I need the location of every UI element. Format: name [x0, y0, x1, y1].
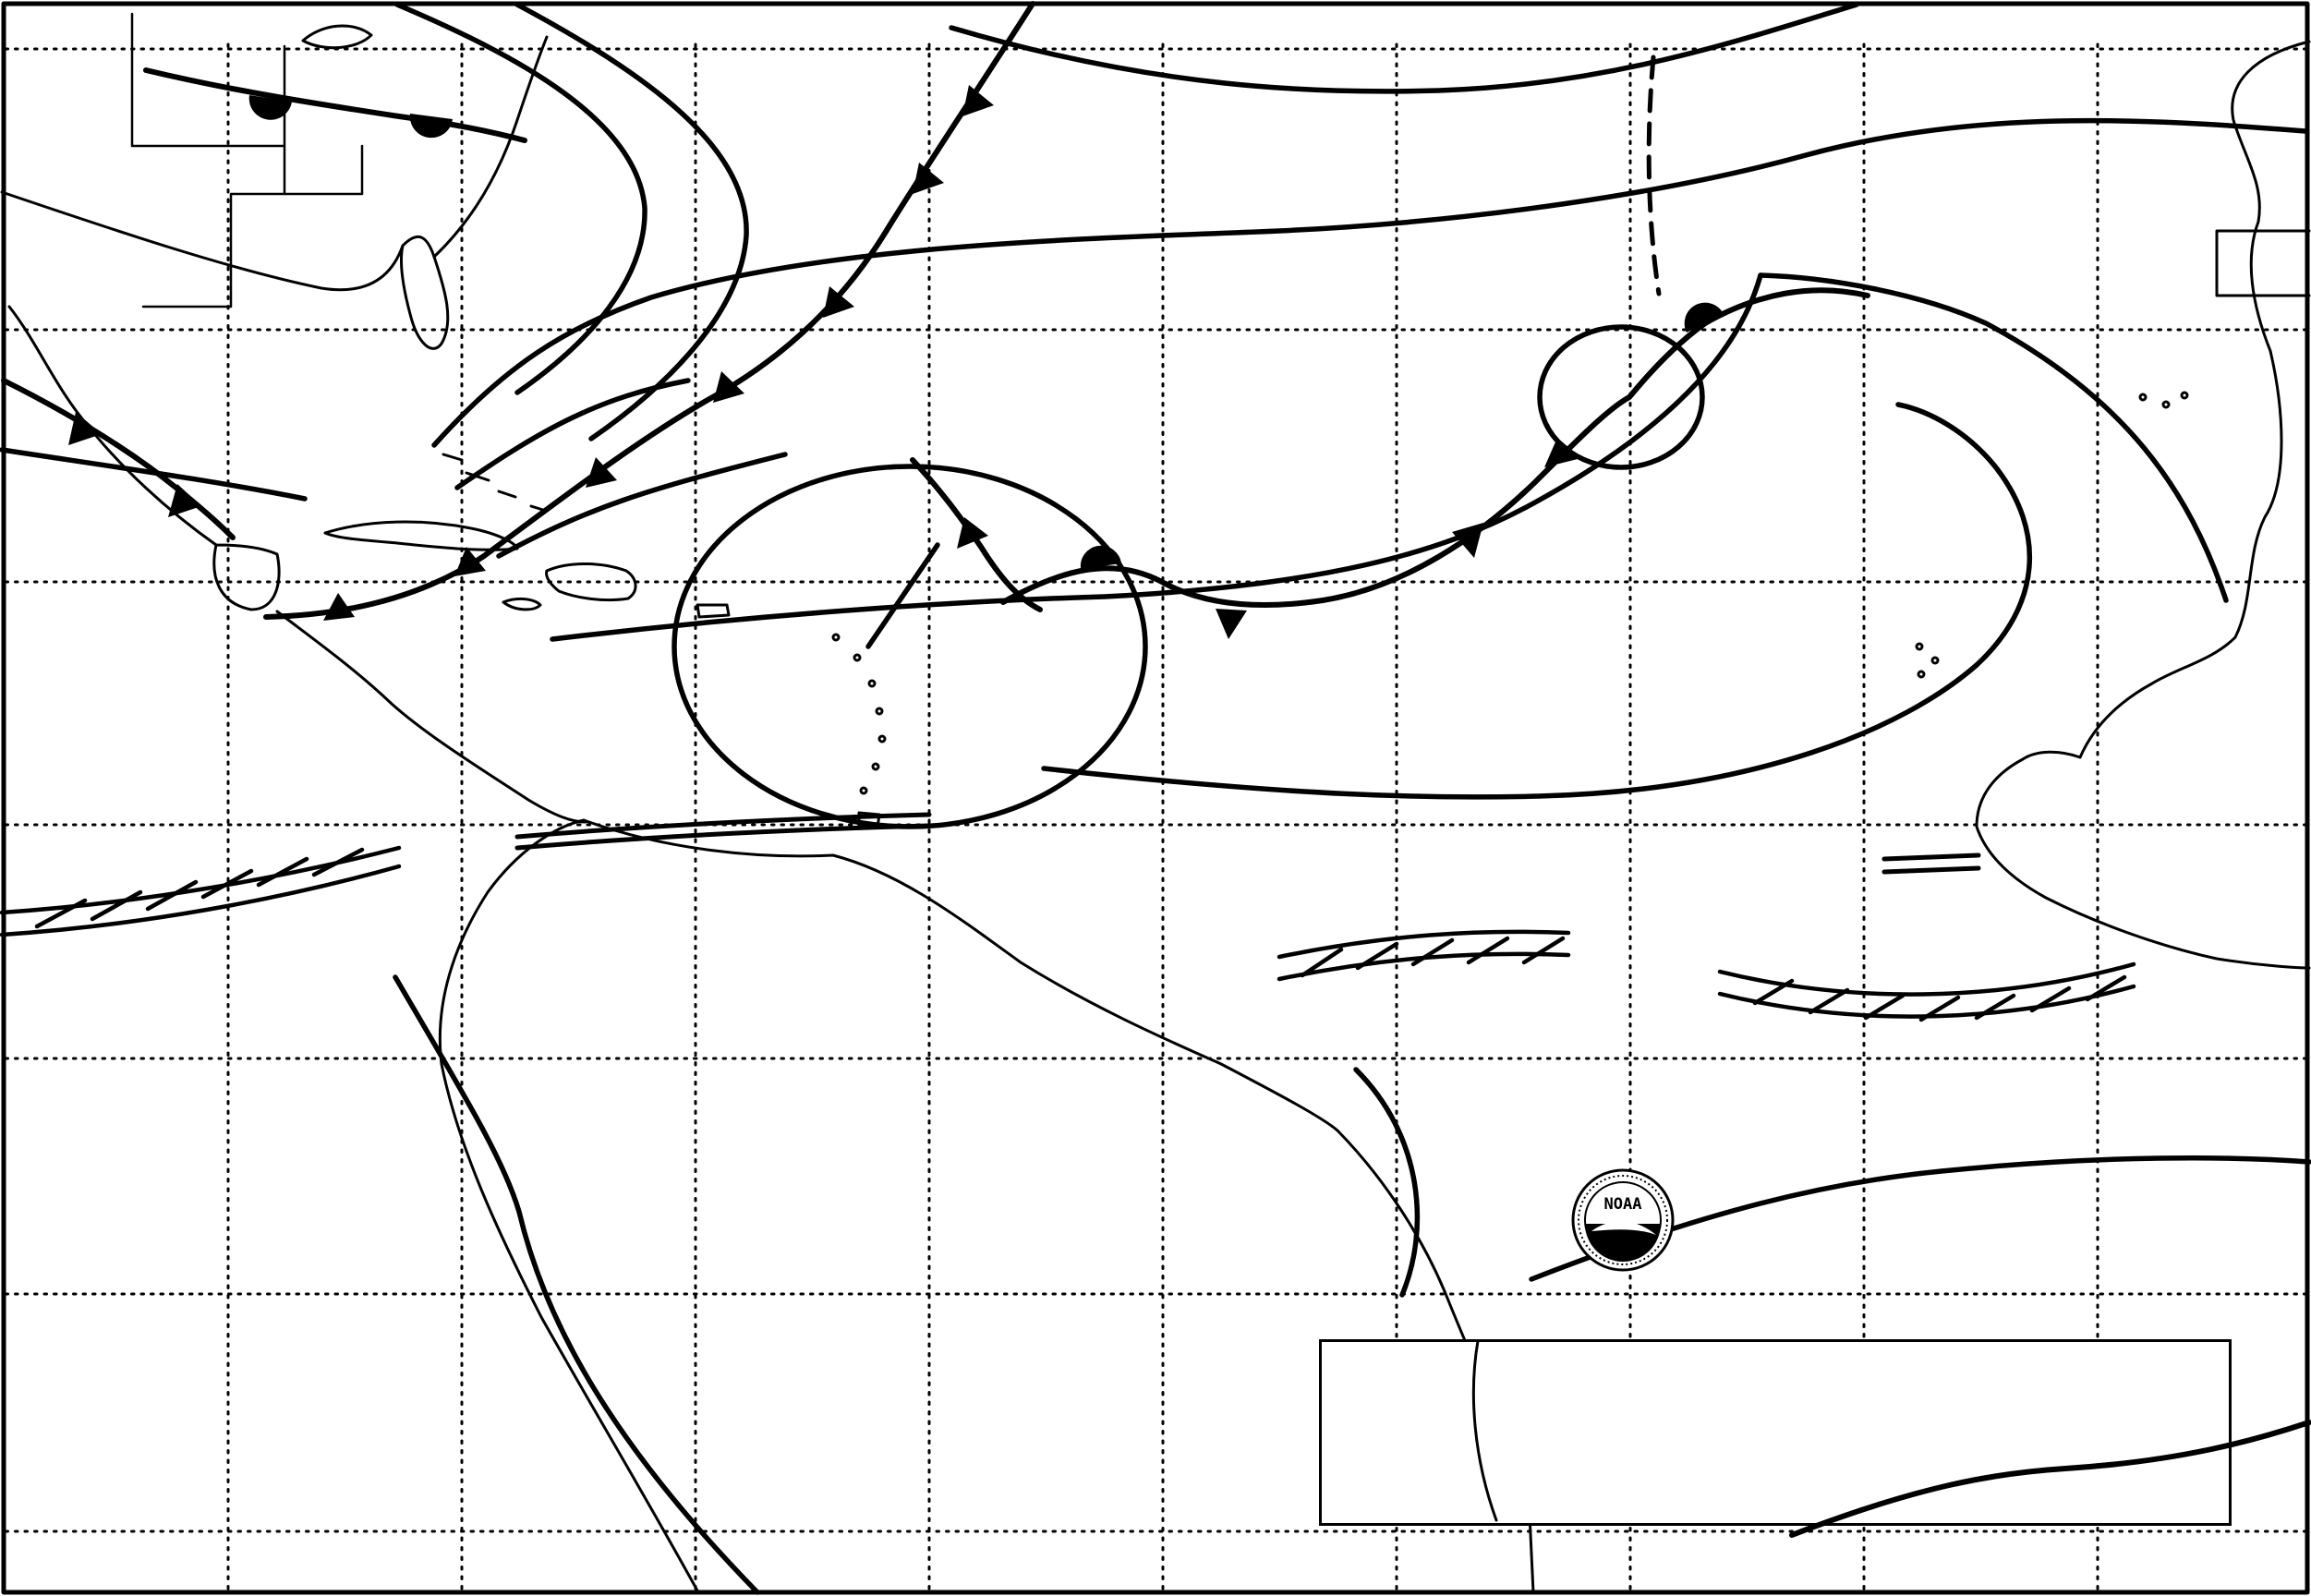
occluded-front	[1000, 287, 1870, 639]
trough-dashed-line	[1646, 54, 1662, 296]
noaa-ring-text-icon	[1578, 1175, 1668, 1265]
noaa-logo: NOAA	[1570, 1167, 1676, 1273]
warm-front-semicircle-icon	[248, 95, 453, 139]
latlon-grid-lines	[4, 42, 2307, 1592]
warm-front	[143, 67, 527, 143]
caribbean-front	[910, 457, 1043, 612]
title-block	[1319, 1339, 2232, 1526]
monsoon-trough-line	[514, 812, 1981, 875]
noaa-sea-icon	[1585, 1224, 1661, 1262]
front-symbol-icon	[1080, 302, 1724, 639]
pacific-front	[1, 378, 236, 540]
noaa-gull-icon	[1591, 1221, 1656, 1235]
coast-over-title	[1471, 1339, 1498, 1522]
cold-front	[263, 1, 1035, 621]
isobar-over-title	[1789, 1420, 2311, 1538]
itcz-band	[0, 845, 2136, 1022]
coastlines	[0, 12, 2311, 1594]
noaa-letters-icon: NOAA	[1604, 1195, 1642, 1214]
cold-front-triangle-icon	[323, 85, 994, 621]
